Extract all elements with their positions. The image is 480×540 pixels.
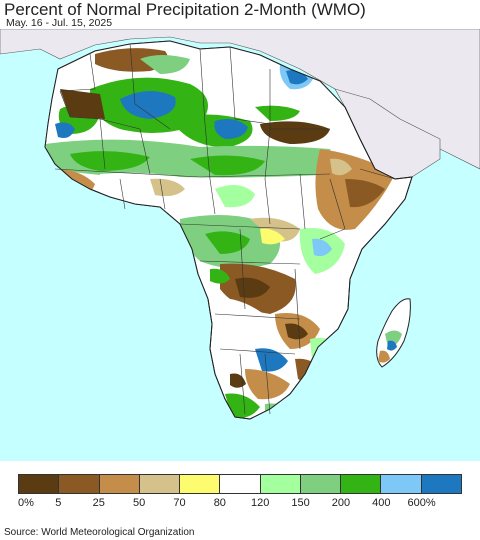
africa-map-svg: [0, 29, 480, 461]
legend-swatch: [59, 475, 100, 493]
legend-label: 25: [92, 497, 105, 509]
legend-swatch: [421, 475, 461, 493]
legend-swatch: [381, 475, 422, 493]
madagascar-dry: [378, 350, 390, 363]
legend-swatch: [300, 475, 342, 493]
legend-label: 80: [213, 497, 226, 509]
legend-colorbar: [18, 474, 462, 494]
legend-swatch: [341, 475, 382, 493]
legend-label: 200: [331, 497, 351, 509]
legend-label: 50: [132, 497, 146, 509]
legend-label: 0%: [18, 497, 34, 509]
legend-label: 70: [173, 497, 186, 509]
legend-swatch: [180, 475, 221, 493]
legend-label: 5: [55, 497, 62, 509]
madagascar-blue: [387, 340, 397, 351]
source-credit: Source: World Meteorological Organizatio…: [4, 527, 195, 538]
legend-swatch: [260, 475, 301, 493]
legend-swatch: [139, 475, 181, 493]
legend-label: 120: [250, 497, 270, 509]
country-borders: [54, 43, 396, 415]
legend-label: 150: [291, 497, 310, 509]
legend-swatch: [220, 475, 261, 493]
legend-swatch: [99, 475, 140, 493]
legend-label: 600%: [407, 497, 436, 509]
legend-label: 400: [372, 497, 391, 509]
precipitation-map: [0, 29, 480, 461]
legend-labels: 0% 5 25 50 70 80 120 150 200 400 600%: [0, 497, 480, 511]
page-title: Percent of Normal Precipitation 2-Month …: [4, 0, 366, 19]
legend-swatch: [19, 475, 60, 493]
date-range: May. 16 - Jul. 15, 2025: [6, 17, 113, 29]
